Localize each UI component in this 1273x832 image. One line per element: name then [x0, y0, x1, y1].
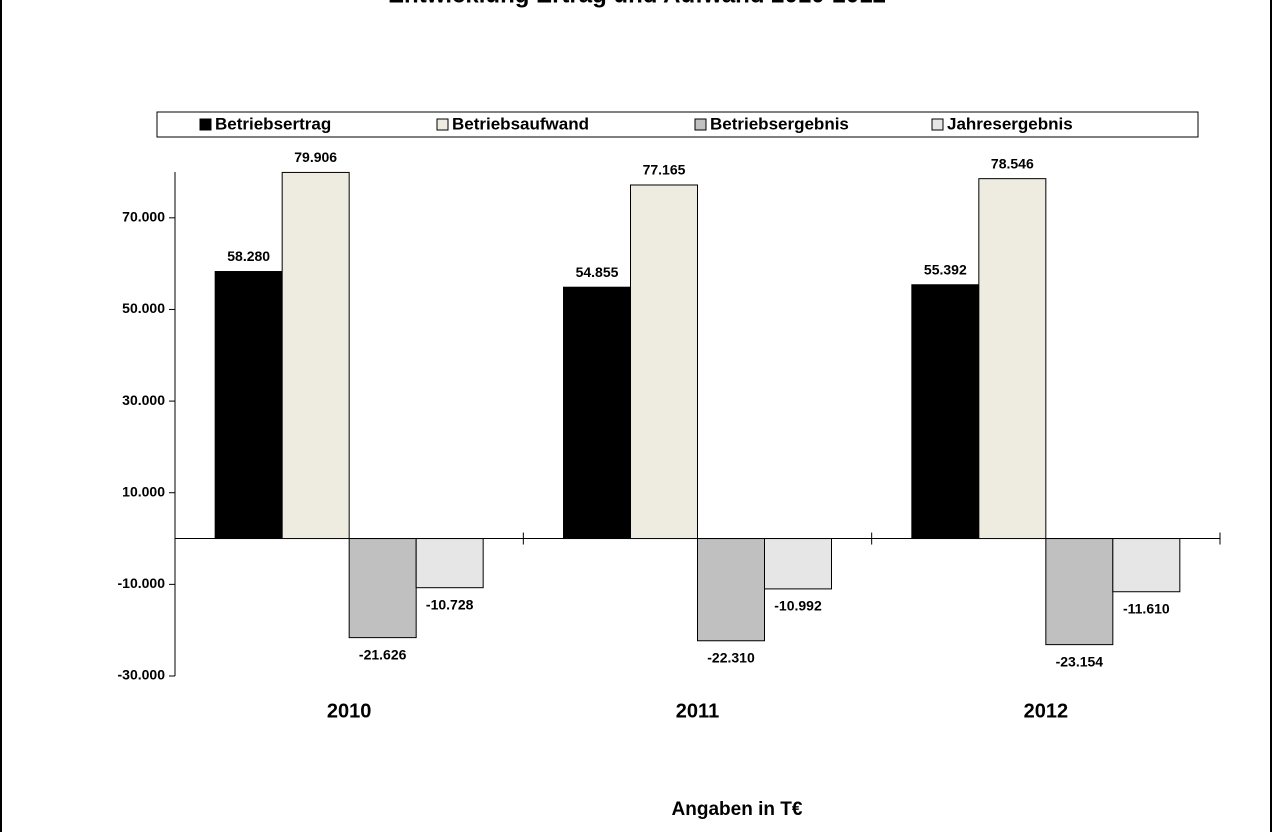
bar [697, 538, 765, 642]
bar [348, 538, 417, 639]
data-label: -23.154 [1056, 653, 1104, 669]
legend-swatch [694, 118, 707, 131]
data-label: 58.280 [227, 248, 270, 264]
x-tick-label: 2010 [327, 700, 372, 722]
bar [415, 538, 484, 589]
bar [978, 178, 1047, 540]
bar [911, 284, 980, 540]
bar [281, 171, 350, 540]
data-label: -10.992 [774, 598, 822, 614]
data-label: 78.546 [991, 155, 1034, 171]
y-tick-label: -10.000 [118, 575, 166, 591]
data-label: -22.310 [707, 649, 755, 665]
x-tick-label: 2011 [676, 700, 719, 722]
legend-label: Betriebsaufwand [452, 114, 589, 133]
x-tick-label: 2012 [1024, 700, 1069, 722]
y-tick-label: 70.000 [122, 209, 165, 225]
bar [563, 286, 631, 540]
x-axis-label: Angaben in T€ [672, 799, 803, 820]
data-label: -10.728 [426, 596, 474, 612]
bar [1045, 538, 1114, 646]
y-tick-label: 10.000 [122, 483, 165, 499]
legend-label: Betriebsergebnis [710, 114, 849, 133]
legend-label: Jahresergebnis [947, 114, 1073, 133]
legend-box [156, 111, 1199, 138]
chart-title: Entwicklung Ertrag und Aufwand 2010-2012 [388, 0, 886, 8]
data-label: -21.626 [359, 646, 407, 662]
y-tick-label: 30.000 [122, 392, 165, 408]
legend-swatch [436, 118, 449, 131]
data-label: 79.906 [294, 149, 337, 165]
legend-swatch [931, 118, 944, 131]
bar [214, 271, 283, 540]
bar [1112, 538, 1181, 593]
y-tick-label: 50.000 [122, 300, 165, 316]
y-tick-label: -30.000 [118, 667, 166, 683]
data-label: 55.392 [924, 261, 967, 277]
data-label: 77.165 [643, 162, 686, 178]
legend-label: Betriebsertrag [215, 114, 331, 133]
data-label: -11.610 [1123, 600, 1170, 616]
data-label: 54.855 [576, 264, 619, 280]
bar [630, 184, 698, 540]
bar [764, 538, 832, 590]
legend-swatch [199, 118, 212, 131]
